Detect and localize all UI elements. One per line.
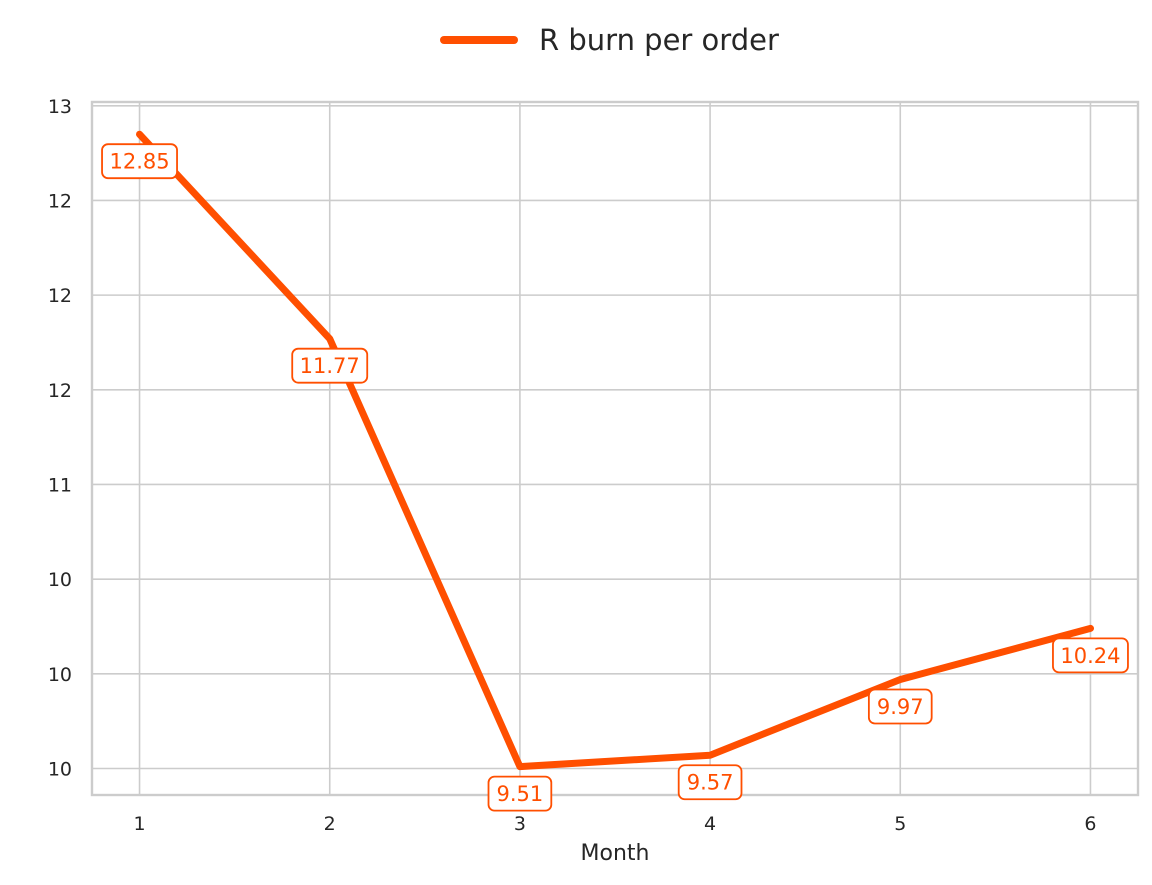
data-label-box [1052, 637, 1129, 674]
data-label-text: 10.24 [1060, 644, 1120, 668]
data-label-box [867, 688, 933, 725]
data-labels: 12.85 11.77 9.51 9.57 9.97 10.24 [101, 143, 1129, 812]
series-layer [136, 130, 1094, 771]
x-tick-label: 5 [894, 813, 906, 835]
data-label-box [291, 347, 369, 384]
data-label: 12.85 [101, 143, 178, 180]
data-label: 9.51 [487, 775, 553, 812]
plot-frame [90, 100, 1140, 797]
y-tick-label: 13 [48, 96, 72, 118]
data-label-text: 9.97 [877, 695, 924, 719]
y-tick-label: 10 [48, 569, 72, 591]
data-label: 10.24 [1052, 637, 1129, 674]
series-line [136, 130, 1094, 771]
data-label-box [487, 775, 553, 812]
y-axis-ticks: 10 10 10 11 12 12 12 13 [48, 96, 72, 781]
y-tick-label: 12 [48, 380, 72, 402]
x-axis-title: Month [581, 841, 650, 866]
x-axis-ticks: 1 2 3 4 5 6 [133, 813, 1096, 835]
legend: R burn per order [440, 23, 779, 57]
x-tick-label: 3 [514, 813, 526, 835]
data-label: 9.57 [677, 764, 743, 801]
x-tick-label: 1 [133, 813, 145, 835]
data-label: 9.97 [867, 688, 933, 725]
y-tick-label: 12 [48, 190, 72, 212]
y-tick-label: 12 [48, 285, 72, 307]
data-label-text: 12.85 [109, 150, 169, 174]
y-tick-label: 10 [48, 664, 72, 686]
data-label-text: 11.77 [300, 354, 360, 378]
legend-label: R burn per order [539, 23, 779, 57]
x-tick-label: 4 [704, 813, 716, 835]
data-label-box [677, 764, 743, 801]
y-tick-label: 11 [48, 474, 72, 496]
y-tick-label: 10 [48, 758, 72, 780]
x-tick-label: 6 [1084, 813, 1096, 835]
grid [92, 102, 1138, 795]
data-label-text: 9.51 [497, 782, 544, 806]
x-tick-label: 2 [324, 813, 336, 835]
data-label-text: 9.57 [687, 771, 734, 795]
data-label-box [101, 143, 178, 180]
data-label: 11.77 [291, 347, 369, 384]
